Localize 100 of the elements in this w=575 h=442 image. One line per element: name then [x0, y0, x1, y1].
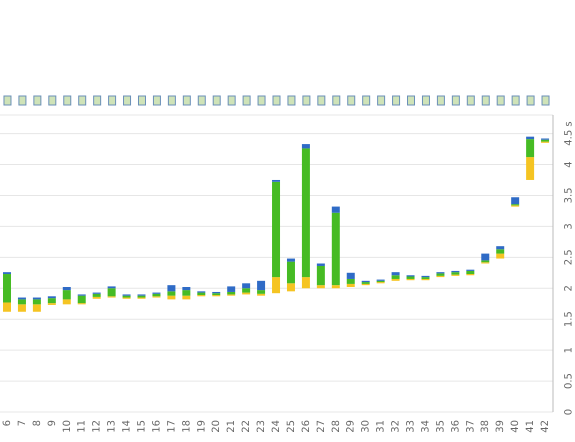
x-tick-label: 29 — [346, 420, 357, 433]
bar — [302, 144, 310, 148]
x-tick-label: 19 — [196, 420, 208, 433]
bar — [451, 272, 460, 275]
y-tick-label: 1 — [564, 346, 574, 354]
bar — [392, 275, 400, 279]
y-tick-label: 0 — [564, 408, 574, 416]
x-tick-label: 16 — [151, 420, 162, 433]
bar — [496, 249, 504, 254]
x-tick-label: 28 — [330, 420, 342, 433]
bar — [92, 294, 101, 297]
x-tick-label: 39 — [495, 420, 506, 433]
x-tick-label: 25 — [286, 420, 297, 433]
bar — [242, 283, 250, 288]
bar — [62, 299, 71, 304]
bar — [526, 136, 534, 140]
x-tick-label: 24 — [271, 420, 282, 433]
x-tick-label: 7 — [16, 420, 28, 426]
bar — [182, 287, 190, 290]
bar — [496, 246, 504, 250]
bar — [286, 258, 295, 262]
bar — [436, 273, 444, 276]
bar — [332, 285, 340, 288]
bar — [272, 277, 280, 294]
bar — [302, 148, 310, 278]
bar — [167, 285, 176, 292]
bar — [346, 278, 355, 284]
x-tick-label: 17 — [166, 420, 178, 433]
x-tick-label: 14 — [122, 420, 133, 433]
x-tick-label: 21 — [226, 420, 238, 433]
bar — [227, 292, 236, 294]
bar — [18, 299, 26, 304]
x-tick-label: 11 — [76, 420, 88, 433]
x-tick-label: 10 — [62, 420, 73, 433]
bar — [511, 197, 520, 204]
bar — [286, 262, 295, 284]
bar — [346, 272, 355, 279]
bar — [332, 206, 340, 213]
x-tick-label: 40 — [510, 420, 522, 433]
bar — [62, 287, 71, 290]
bar — [526, 139, 534, 158]
y-tick-label: 2.5 — [564, 249, 574, 266]
bar — [272, 182, 280, 278]
bar — [286, 283, 295, 292]
y-tick-label: 0.5 — [564, 373, 574, 390]
bar — [526, 157, 534, 180]
bar — [227, 286, 236, 292]
x-tick-label: 30 — [360, 420, 372, 433]
bar — [3, 274, 11, 302]
bar — [3, 302, 11, 312]
x-tick-label: 38 — [480, 420, 492, 433]
x-tick-label: 8 — [32, 420, 43, 426]
bar — [182, 296, 190, 300]
bar — [316, 266, 325, 286]
bar — [406, 276, 415, 279]
x-tick-label: 22 — [241, 420, 252, 433]
x-tick-label: 18 — [181, 420, 192, 433]
x-tick-label: 41 — [525, 420, 536, 433]
x-tick-label: 32 — [390, 420, 402, 433]
bar — [167, 296, 176, 300]
y-tick-label: 4.5 s — [564, 121, 574, 146]
bar — [392, 272, 400, 276]
x-tick-label: 12 — [92, 420, 103, 433]
x-tick-label: 20 — [211, 420, 222, 433]
x-tick-label: 35 — [435, 420, 446, 433]
bar — [108, 288, 116, 296]
bar — [257, 290, 266, 294]
x-tick-label: 15 — [136, 420, 148, 433]
y-tick-label: 1.5 — [564, 311, 574, 328]
x-tick-label: 6 — [2, 420, 13, 426]
bar — [32, 304, 41, 312]
bar — [481, 254, 490, 260]
x-tick-label: 42 — [540, 420, 552, 433]
bar — [302, 277, 310, 288]
bar — [197, 292, 206, 296]
x-tick-label: 26 — [300, 420, 312, 433]
bar — [152, 294, 160, 296]
bar — [332, 212, 340, 286]
bar — [466, 270, 474, 274]
bar — [78, 296, 86, 304]
bar — [182, 290, 190, 296]
bar — [346, 284, 355, 288]
y-tick-label: 4 — [564, 161, 574, 168]
bar — [316, 285, 325, 288]
bar — [167, 291, 176, 296]
y-tick-label: 2 — [564, 285, 574, 292]
x-tick-label: 37 — [465, 420, 476, 433]
bar — [32, 299, 41, 304]
x-tick-label: 27 — [316, 420, 327, 433]
bar — [18, 304, 26, 312]
bar — [242, 288, 250, 293]
bar — [257, 280, 266, 290]
bar — [496, 254, 504, 259]
x-tick-label: 9 — [46, 420, 58, 426]
x-tick-label: 13 — [106, 420, 118, 433]
y-tick-label: 3.5 — [564, 187, 574, 204]
y-tick-label: 3 — [564, 223, 574, 230]
x-tick-label: 34 — [420, 420, 432, 433]
bar — [62, 290, 71, 300]
x-tick-label: 23 — [256, 420, 268, 433]
